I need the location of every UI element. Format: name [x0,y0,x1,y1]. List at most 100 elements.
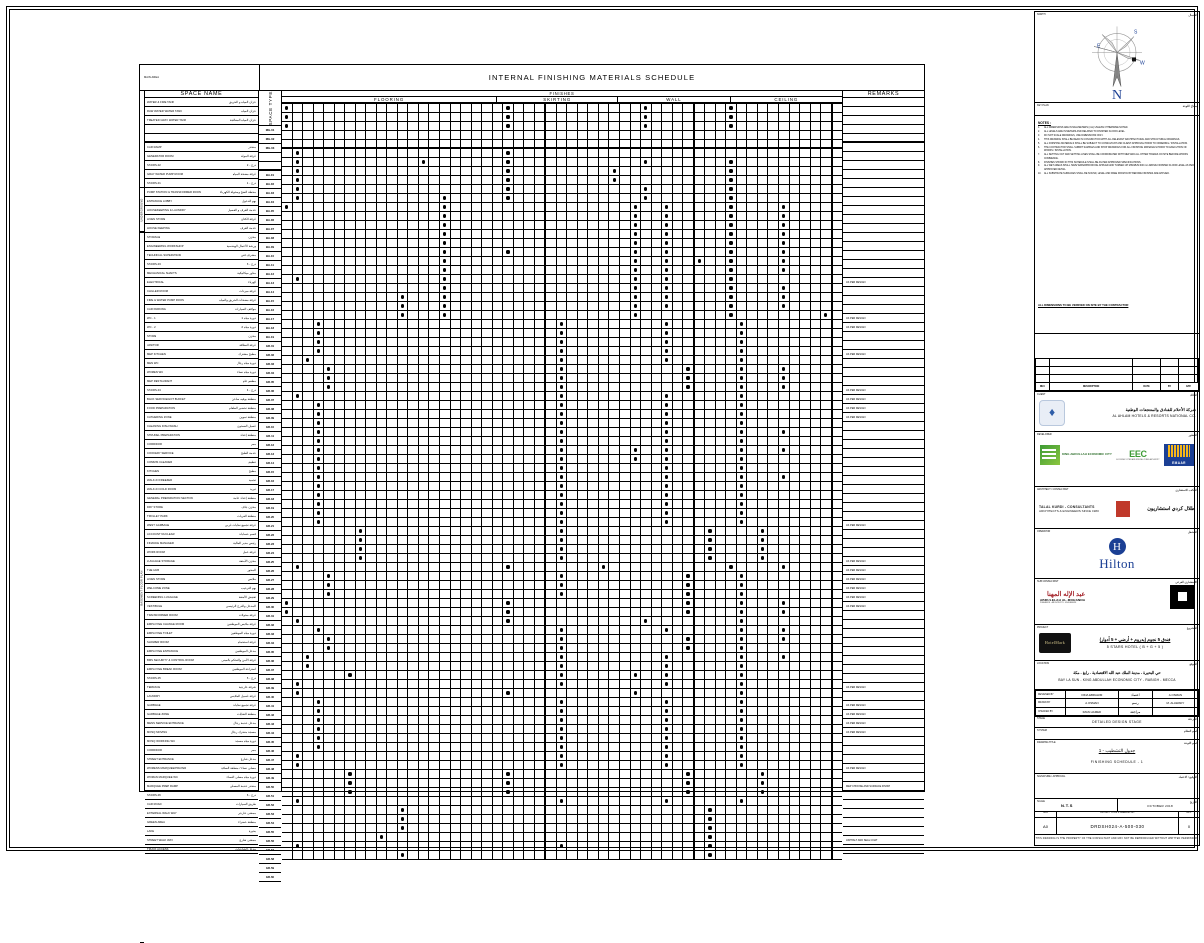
finish-grid-cell[interactable] [335,725,346,733]
finish-grid-cell[interactable] [293,437,304,445]
finish-grid-cell[interactable] [387,185,398,193]
finish-grid-cell[interactable] [779,689,790,697]
finish-grid-cell[interactable] [737,293,748,301]
finish-grid-cell[interactable] [800,662,811,670]
finish-grid-cell[interactable] [779,212,790,220]
finish-grid-cell[interactable] [567,617,578,625]
finish-grid-cell[interactable] [833,320,843,328]
finish-grid-cell[interactable] [705,482,716,490]
finish-grid-cell[interactable] [493,419,504,427]
finish-grid-cell[interactable] [567,329,578,337]
finish-grid-cell[interactable] [461,365,472,373]
finish-grid-cell[interactable] [282,149,293,157]
finish-grid-cell[interactable] [440,338,451,346]
finish-grid-cell[interactable] [335,284,346,292]
finish-grid-cell[interactable] [482,140,493,147]
finish-grid-cell[interactable] [737,635,748,643]
finish-grid-cell[interactable] [811,149,822,157]
finish-grid-cell[interactable] [790,257,801,265]
finish-grid-cell[interactable] [440,554,451,562]
finish-grid-cell[interactable] [419,149,430,157]
finish-grid-cell[interactable] [683,113,695,121]
finish-grid-cell[interactable] [821,680,833,688]
finish-grid-cell[interactable] [461,617,472,625]
finish-grid-cell[interactable] [737,257,748,265]
finish-grid-cell[interactable] [398,329,409,337]
finish-grid-cell[interactable] [451,239,462,247]
finish-grid-cell[interactable] [790,239,801,247]
finish-grid-cell[interactable] [440,671,451,679]
finish-grid-cell[interactable] [716,212,727,220]
finish-grid-cell[interactable] [345,113,356,121]
finish-grid-cell[interactable] [419,554,430,562]
finish-grid-cell[interactable] [673,464,684,472]
finish-grid-cell[interactable] [535,788,547,796]
finish-grid-cell[interactable] [737,239,748,247]
finish-grid-cell[interactable] [366,563,377,571]
finish-grid-cell[interactable] [377,500,388,508]
finish-grid-cell[interactable] [716,788,727,796]
finish-grid-cell[interactable] [726,356,737,364]
finish-grid-cell[interactable] [662,176,673,184]
finish-grid-cell[interactable] [641,419,652,427]
finish-grid-cell[interactable] [609,581,620,589]
finish-grid-cell[interactable] [345,104,356,112]
finish-grid-cell[interactable] [503,428,514,436]
finish-grid-cell[interactable] [419,680,430,688]
finish-grid-cell[interactable] [821,473,833,481]
finish-grid-cell[interactable] [716,536,727,544]
finish-grid-cell[interactable] [652,689,663,697]
finish-grid-cell[interactable] [503,284,514,292]
finish-grid-cell[interactable] [599,482,610,490]
finish-grid-cell[interactable] [408,221,419,229]
finish-grid-cell[interactable] [662,203,673,211]
finish-grid-cell[interactable] [705,635,716,643]
finish-grid-cell[interactable] [673,140,684,147]
finish-grid-cell[interactable] [535,410,547,418]
finish-grid-cell[interactable] [314,338,325,346]
finish-grid-cell[interactable] [314,626,325,634]
finish-grid-cell[interactable] [451,311,462,319]
finish-grid-cell[interactable] [641,410,652,418]
finish-grid-cell[interactable] [631,113,642,121]
finish-grid-cell[interactable] [609,221,620,229]
finish-grid-cell[interactable] [726,518,737,526]
finish-grid-cell[interactable] [366,410,377,418]
finish-grid-cell[interactable] [335,779,346,787]
finish-grid-cell[interactable] [811,122,822,130]
finish-grid-cell[interactable] [408,419,419,427]
finish-grid-cell[interactable] [673,500,684,508]
finish-grid-cell[interactable] [472,248,483,256]
finish-grid-cell[interactable] [303,707,314,715]
finish-grid-cell[interactable] [790,761,801,769]
finish-grid-cell[interactable] [673,626,684,634]
finish-grid-cell[interactable] [503,635,514,643]
finish-grid-cell[interactable] [514,131,525,139]
finish-grid-cell[interactable] [451,617,462,625]
finish-grid-cell[interactable] [303,446,314,454]
finish-grid-cell[interactable] [314,662,325,670]
finish-grid-cell[interactable] [821,662,833,670]
finish-grid-cell[interactable] [695,329,706,337]
finish-grid-cell[interactable] [345,131,356,139]
finish-grid-cell[interactable] [811,401,822,409]
finish-grid-cell[interactable] [324,725,335,733]
finish-grid-cell[interactable] [578,266,589,274]
finish-grid-cell[interactable] [535,698,547,706]
finish-grid-cell[interactable] [451,266,462,274]
finish-grid-cell[interactable] [695,338,706,346]
finish-grid-cell[interactable] [524,725,535,733]
finish-grid-cell[interactable] [599,797,610,805]
finish-grid-cell[interactable] [599,635,610,643]
finish-grid-cell[interactable] [758,311,769,319]
finish-grid-cell[interactable] [599,455,610,463]
finish-grid-cell[interactable] [493,545,504,553]
finish-grid-cell[interactable] [324,473,335,481]
finish-grid-cell[interactable] [503,698,514,706]
finish-grid-cell[interactable] [662,437,673,445]
finish-grid-cell[interactable] [303,140,314,147]
finish-grid-cell[interactable] [631,248,642,256]
finish-grid-cell[interactable] [493,284,504,292]
finish-grid-cell[interactable] [790,356,801,364]
finish-grid-cell[interactable] [779,725,790,733]
